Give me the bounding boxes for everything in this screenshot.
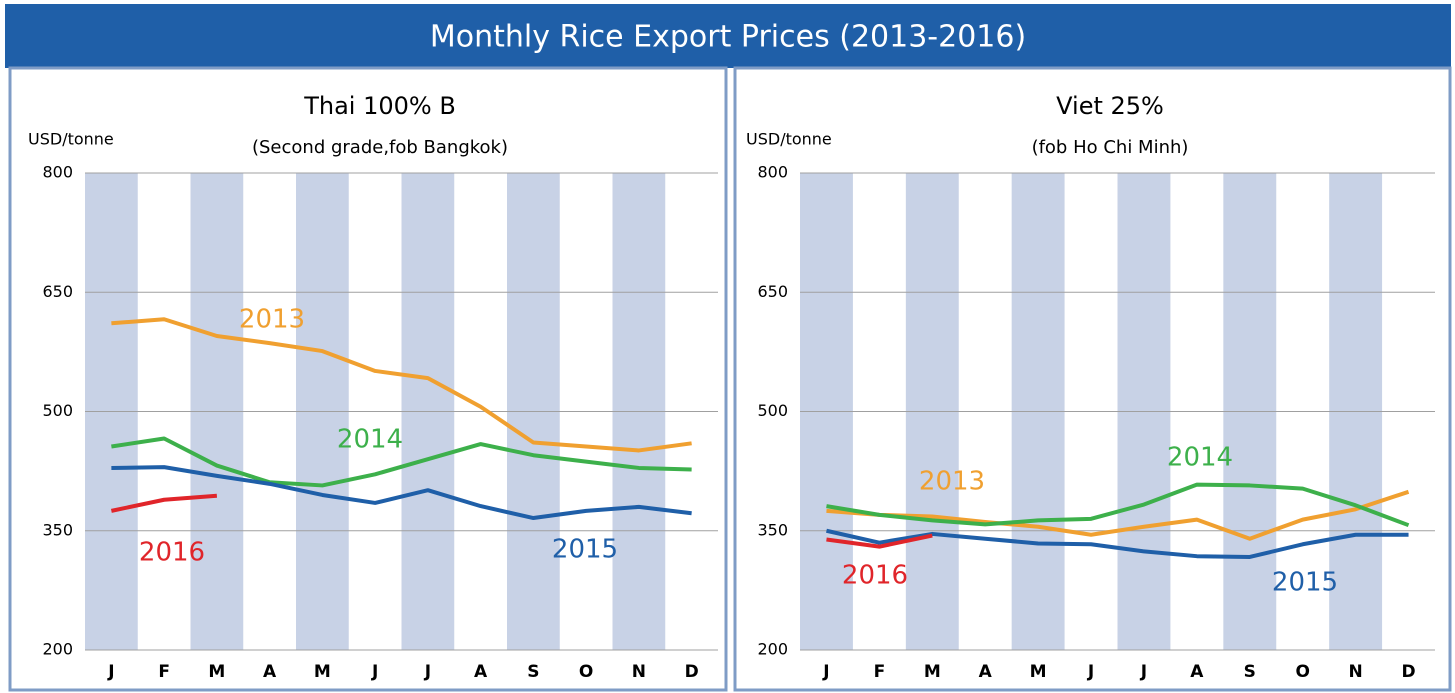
panel-subtitle: (fob Ho Chi Minh): [1032, 137, 1189, 158]
y-tick-label: 650: [42, 282, 73, 301]
x-tick-label: A: [1190, 662, 1204, 682]
x-tick-label: A: [979, 662, 993, 682]
x-tick-label: M: [314, 662, 331, 682]
series-line: [111, 317, 692, 453]
x-tick-label: J: [107, 662, 114, 682]
series-label: 2014: [1167, 443, 1233, 473]
y-tick-label: 650: [757, 282, 788, 301]
x-tick-label: J: [1087, 662, 1094, 682]
x-tick-label: M: [208, 662, 225, 682]
panel-border: [8, 66, 728, 692]
series-label: 2015: [552, 535, 618, 565]
y-tick-label: 200: [42, 640, 73, 659]
series-line: [826, 482, 1410, 528]
x-tick-label: M: [1030, 662, 1047, 682]
x-tick-label: N: [1349, 662, 1363, 682]
series-label: 2016: [842, 561, 908, 591]
x-tick-label: M: [924, 662, 941, 682]
series-line: [111, 436, 692, 488]
series-line: [826, 533, 933, 549]
x-tick-label: J: [371, 662, 378, 682]
series-label: 2014: [337, 425, 403, 455]
y-tick-label: 500: [42, 401, 73, 420]
series-line: [826, 489, 1410, 541]
series-label: 2013: [919, 467, 985, 497]
x-tick-label: D: [1401, 662, 1415, 682]
main-title: Monthly Rice Export Prices (2013-2016): [430, 20, 1026, 55]
y-tick-label: 800: [757, 163, 788, 182]
series-line: [111, 465, 692, 521]
x-tick-label: S: [1244, 662, 1256, 682]
x-tick-label: S: [527, 662, 539, 682]
x-tick-label: F: [158, 662, 170, 682]
y-tick-label: 500: [757, 401, 788, 420]
x-tick-label: N: [632, 662, 646, 682]
y-axis-label: USD/tonne: [746, 130, 832, 149]
x-tick-label: D: [685, 662, 699, 682]
series-label: 2016: [139, 538, 205, 568]
series-label: 2015: [1272, 568, 1338, 598]
series-label: 2013: [239, 305, 305, 335]
x-tick-label: J: [1140, 662, 1147, 682]
y-tick-label: 200: [757, 640, 788, 659]
y-tick-label: 800: [42, 163, 73, 182]
x-tick-label: F: [874, 662, 886, 682]
x-tick-label: O: [579, 662, 593, 682]
x-tick-label: O: [1295, 662, 1309, 682]
y-tick-label: 350: [757, 520, 788, 539]
x-tick-label: A: [263, 662, 277, 682]
panel-border: [733, 66, 1452, 692]
panel-title: Viet 25%: [1056, 92, 1164, 120]
x-tick-label: A: [474, 662, 488, 682]
panel-subtitle: (Second grade,fob Bangkok): [252, 137, 508, 158]
x-tick-label: J: [424, 662, 431, 682]
y-tick-label: 350: [42, 520, 73, 539]
x-tick-label: J: [822, 662, 829, 682]
series-line: [110, 493, 218, 513]
panel-title: Thai 100% B: [303, 92, 456, 120]
y-axis-label: USD/tonne: [28, 130, 114, 149]
header-bar: [5, 4, 1451, 68]
